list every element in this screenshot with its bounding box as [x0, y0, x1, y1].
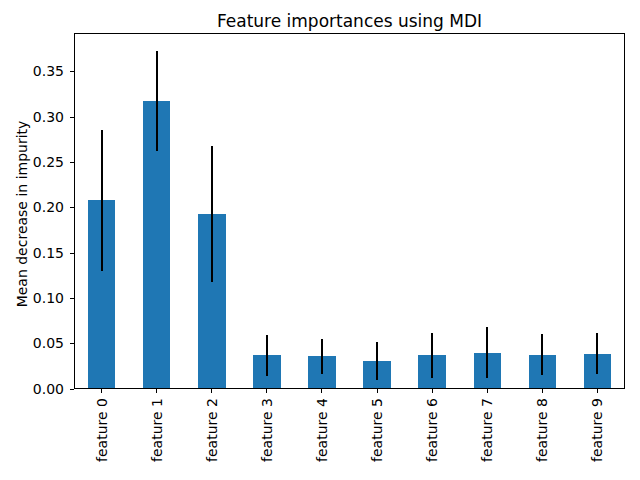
y-tick [70, 71, 74, 72]
x-tick-label: feature 6 [424, 398, 440, 462]
y-tick-label: 0.10 [10, 291, 64, 306]
x-tick-label: feature 2 [204, 398, 220, 462]
y-tick-label: 0.05 [10, 336, 64, 351]
x-tick [156, 389, 157, 393]
x-tick [266, 389, 267, 393]
x-tick-label: feature 1 [149, 398, 165, 462]
x-tick-label: feature 3 [259, 398, 275, 462]
y-tick [70, 343, 74, 344]
y-tick [70, 253, 74, 254]
error-bar-7 [486, 327, 488, 378]
x-tick [487, 389, 488, 393]
error-bar-0 [101, 130, 103, 271]
x-tick-label: feature 9 [589, 398, 605, 462]
y-tick-label: 0.35 [10, 64, 64, 79]
x-tick-label: feature 5 [369, 398, 385, 462]
x-tick [377, 389, 378, 393]
y-tick-label: 0.20 [10, 200, 64, 215]
x-tick-label: feature 8 [534, 398, 550, 462]
y-tick [70, 162, 74, 163]
error-bar-8 [541, 334, 543, 376]
error-bar-4 [321, 339, 323, 373]
chart-title: Feature importances using MDI [74, 11, 625, 31]
y-tick [70, 389, 74, 390]
error-bar-2 [211, 146, 213, 282]
y-tick-label: 0.25 [10, 155, 64, 170]
y-tick-label: 0.15 [10, 246, 64, 261]
x-tick-label: feature 4 [314, 398, 330, 462]
y-tick-label: 0.30 [10, 110, 64, 125]
error-bar-6 [431, 333, 433, 378]
y-tick [70, 207, 74, 208]
x-tick [321, 389, 322, 393]
x-tick-label: feature 0 [94, 398, 110, 462]
x-tick-label: feature 7 [479, 398, 495, 462]
y-tick-label: 0.00 [10, 382, 64, 397]
x-tick [101, 389, 102, 393]
error-bar-5 [376, 342, 378, 380]
x-tick [432, 389, 433, 393]
y-tick [70, 117, 74, 118]
x-tick [597, 389, 598, 393]
plot-area [74, 33, 625, 389]
error-bar-9 [596, 333, 598, 375]
x-tick [211, 389, 212, 393]
figure: Feature importances using MDI Mean decre… [0, 0, 640, 480]
y-tick [70, 298, 74, 299]
error-bar-1 [156, 51, 158, 151]
x-tick [542, 389, 543, 393]
error-bar-3 [266, 335, 268, 377]
